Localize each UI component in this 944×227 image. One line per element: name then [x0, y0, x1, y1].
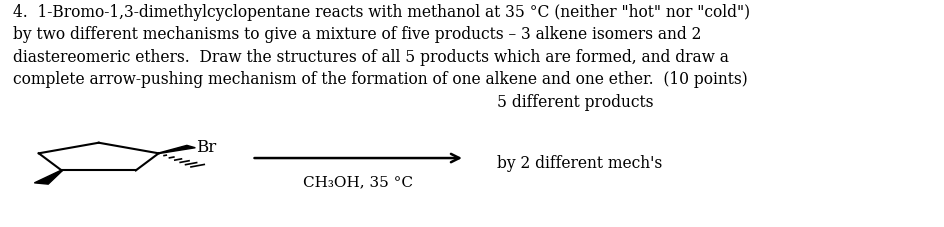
Text: Br: Br — [195, 138, 216, 155]
Text: 4.  1-Bromo-1,3-dimethylcyclopentane reacts with methanol at 35 °C (neither "hot: 4. 1-Bromo-1,3-dimethylcyclopentane reac… — [12, 4, 750, 88]
Polygon shape — [34, 171, 62, 184]
Text: by 2 different mech's: by 2 different mech's — [497, 154, 663, 171]
Text: CH₃OH, 35 °C: CH₃OH, 35 °C — [303, 174, 413, 188]
Text: 5 different products: 5 different products — [497, 94, 654, 111]
Polygon shape — [158, 146, 195, 154]
